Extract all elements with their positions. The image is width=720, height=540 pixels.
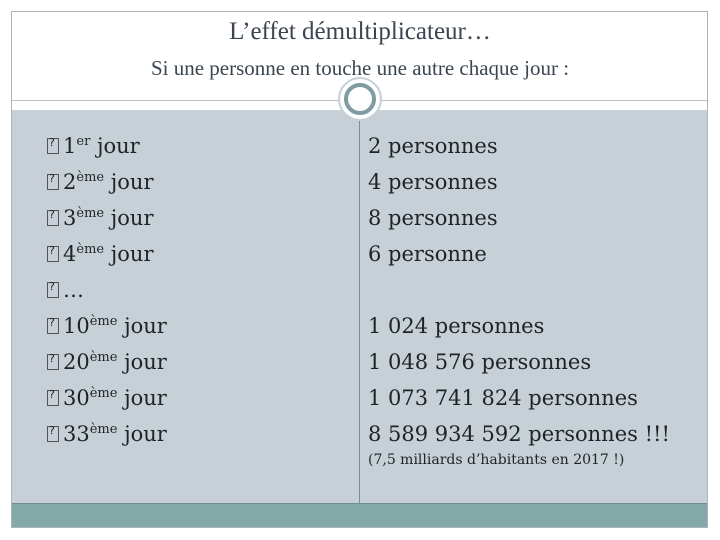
list-item: 30ème jour (47, 386, 167, 420)
day-suffix: ème (89, 350, 118, 365)
day-word: jour (104, 170, 154, 194)
day-suffix: ème (89, 314, 118, 329)
day-word: jour (117, 314, 167, 338)
circle-ornament-icon (338, 77, 382, 121)
person-count: 1 048 576 personnes (368, 350, 592, 374)
day-suffix: er (76, 134, 91, 149)
column-divider (359, 110, 360, 503)
list-item: 3ème jour (47, 206, 154, 240)
list-item: 20ème jour (47, 350, 167, 384)
day-word: jour (117, 350, 167, 374)
list-item: … (47, 278, 84, 312)
day-number: 3 (63, 206, 77, 230)
day-word: jour (104, 206, 154, 230)
day-suffix: ème (89, 386, 118, 401)
person-count: 8 589 934 592 personnes !!! (368, 422, 670, 446)
day-number: 2 (63, 170, 77, 194)
day-number: 1 (63, 134, 77, 158)
list-item: 10ème jour (47, 314, 167, 348)
slide-subtitle: Si une personne en touche une autre chaq… (150, 56, 570, 80)
day-suffix: ème (76, 206, 105, 221)
day-suffix: ème (89, 422, 118, 437)
bullet-icon (47, 352, 59, 370)
day-word: jour (117, 422, 167, 446)
list-item: 1er jour (47, 134, 140, 168)
footer-bar (12, 503, 707, 527)
day-number: 4 (63, 242, 77, 266)
day-number: 20 (63, 350, 90, 374)
bullet-icon (47, 280, 59, 298)
day-word: jour (90, 134, 140, 158)
bullet-icon (47, 424, 59, 442)
person-count: 1 024 personnes (368, 314, 545, 338)
day-number: 33 (63, 422, 90, 446)
bullet-icon (47, 172, 59, 190)
person-count: 4 personnes (368, 170, 498, 194)
day-number: 30 (63, 386, 90, 410)
bullet-icon (47, 136, 59, 154)
bullet-icon (47, 208, 59, 226)
person-count: 8 personnes (368, 206, 498, 230)
bullet-icon (47, 244, 59, 262)
day-suffix: ème (76, 242, 105, 257)
slide-title: L’effet démultiplicateur… (229, 18, 491, 45)
list-item: 33ème jour (47, 422, 167, 456)
day-number: 10 (63, 314, 90, 338)
list-item: 2ème jour (47, 170, 154, 204)
population-note: (7,5 milliards d’habitants en 2017 !) (368, 452, 625, 468)
day-word: jour (117, 386, 167, 410)
bullet-icon (47, 316, 59, 334)
person-count: 6 personne (368, 242, 487, 266)
day-number: … (63, 278, 84, 302)
list-item: 4ème jour (47, 242, 154, 276)
person-count: 1 073 741 824 personnes (368, 386, 638, 410)
ring-icon (344, 83, 376, 115)
bullet-icon (47, 388, 59, 406)
day-suffix: ème (76, 170, 105, 185)
day-word: jour (104, 242, 154, 266)
person-count: 2 personnes (368, 134, 498, 158)
